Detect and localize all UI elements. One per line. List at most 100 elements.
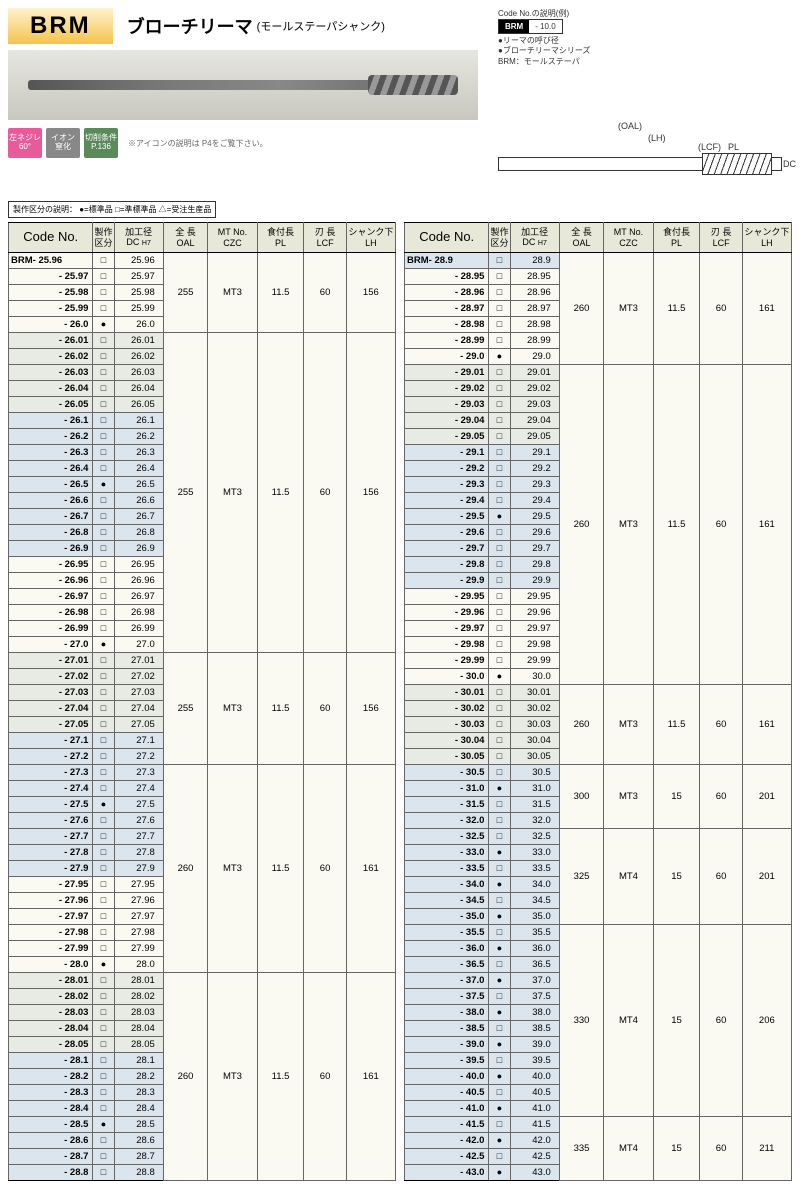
cell-czc: MT3 [208, 653, 257, 765]
cell-dc: 29.5 [510, 509, 559, 525]
cell-lh: 211 [742, 1117, 791, 1181]
cell-mark [489, 765, 510, 781]
cell-mark [489, 525, 510, 541]
cell-dc: 27.5 [114, 797, 163, 813]
cell-mark [489, 1165, 510, 1181]
cell-dc: 28.98 [510, 317, 559, 333]
cell-code: - 26.96 [9, 573, 93, 589]
col-header: Code No. [9, 223, 93, 253]
cell-oal: 325 [559, 829, 604, 925]
table-row: - 27.327.3260MT311.560161 [9, 765, 396, 781]
cell-oal: 260 [559, 685, 604, 765]
cell-mark [93, 861, 114, 877]
cell-code: - 27.95 [9, 877, 93, 893]
cell-code: - 26.02 [9, 349, 93, 365]
cell-dc: 28.2 [114, 1069, 163, 1085]
cell-mark [489, 461, 510, 477]
cell-code: - 28.97 [405, 301, 489, 317]
cell-code: - 30.01 [405, 685, 489, 701]
cell-mark [489, 893, 510, 909]
cell-mark [93, 317, 114, 333]
cell-dc: 29.03 [510, 397, 559, 413]
product-subtitle: (モールステーパシャンク) [257, 18, 385, 34]
cell-dc: 26.1 [114, 413, 163, 429]
cell-mark [93, 829, 114, 845]
code-example: BRM - 10.0 [498, 19, 563, 34]
cell-code: - 29.05 [405, 429, 489, 445]
cell-pl: 11.5 [653, 365, 700, 685]
cell-mark [93, 557, 114, 573]
cell-dc: 28.6 [114, 1133, 163, 1149]
col-header: シャンク下LH [346, 223, 395, 253]
cell-code: - 39.5 [405, 1053, 489, 1069]
cell-code: - 29.5 [405, 509, 489, 525]
cell-dc: 26.5 [114, 477, 163, 493]
cell-code: - 36.5 [405, 957, 489, 973]
cell-dc: 36.5 [510, 957, 559, 973]
cell-mark [93, 253, 114, 269]
cell-dc: 29.95 [510, 589, 559, 605]
cell-code: - 28.04 [9, 1021, 93, 1037]
cell-mark [93, 1133, 114, 1149]
cell-dc: 28.99 [510, 333, 559, 349]
cell-mark [489, 269, 510, 285]
cell-dc: 28.01 [114, 973, 163, 989]
cell-dc: 37.0 [510, 973, 559, 989]
table-row: - 41.541.5335MT41560211 [405, 1117, 792, 1133]
cell-mark [93, 957, 114, 973]
col-header: 加工径DC H7 [510, 223, 559, 253]
cell-dc: 28.5 [114, 1117, 163, 1133]
cell-mark [489, 285, 510, 301]
cell-mark [93, 397, 114, 413]
cell-code: - 29.7 [405, 541, 489, 557]
cell-mark [93, 973, 114, 989]
code-note-line: BRM：モールステーパ [498, 57, 792, 67]
cell-dc: 41.0 [510, 1101, 559, 1117]
cell-dc: 27.99 [114, 941, 163, 957]
cell-mark [93, 269, 114, 285]
cell-code: - 26.3 [9, 445, 93, 461]
col-header: 製作区分 [93, 223, 114, 253]
cell-code: - 26.03 [9, 365, 93, 381]
cell-dc: 27.05 [114, 717, 163, 733]
feature-badge: 切削条件P.136 [84, 128, 118, 158]
cell-code: - 28.3 [9, 1085, 93, 1101]
cell-code: - 43.0 [405, 1165, 489, 1181]
cell-lh: 161 [742, 365, 791, 685]
cell-mark [93, 637, 114, 653]
cell-code: - 28.8 [9, 1165, 93, 1181]
cell-mark [93, 781, 114, 797]
cell-code: - 28.2 [9, 1069, 93, 1085]
cell-code: - 26.05 [9, 397, 93, 413]
cell-lcf: 60 [304, 333, 346, 653]
cell-dc: 27.6 [114, 813, 163, 829]
table-row: BRM- 28.928.9260MT311.560161 [405, 253, 792, 269]
cell-mark [93, 669, 114, 685]
cell-code: - 41.5 [405, 1117, 489, 1133]
cell-dc: 29.1 [510, 445, 559, 461]
cell-code: - 27.2 [9, 749, 93, 765]
cell-code: - 29.97 [405, 621, 489, 637]
cell-dc: 40.5 [510, 1085, 559, 1101]
cell-dc: 28.4 [114, 1101, 163, 1117]
cell-dc: 42.0 [510, 1133, 559, 1149]
dimension-diagram: (OAL) (LH) (LCF) PL CZC DC [498, 87, 792, 197]
cell-code: - 27.96 [9, 893, 93, 909]
cell-code: - 29.01 [405, 365, 489, 381]
cell-dc: 33.0 [510, 845, 559, 861]
col-header: 加工径DC H7 [114, 223, 163, 253]
cell-dc: 29.01 [510, 365, 559, 381]
col-header: 製作区分 [489, 223, 510, 253]
cell-dc: 25.99 [114, 301, 163, 317]
cell-mark [489, 989, 510, 1005]
cell-mark [489, 317, 510, 333]
cell-dc: 28.04 [114, 1021, 163, 1037]
cell-code: - 28.0 [9, 957, 93, 973]
cell-dc: 29.02 [510, 381, 559, 397]
cell-code: - 29.02 [405, 381, 489, 397]
cell-mark [93, 765, 114, 781]
cell-code: - 25.97 [9, 269, 93, 285]
cell-dc: 27.4 [114, 781, 163, 797]
cell-mark [489, 381, 510, 397]
cell-dc: 29.05 [510, 429, 559, 445]
